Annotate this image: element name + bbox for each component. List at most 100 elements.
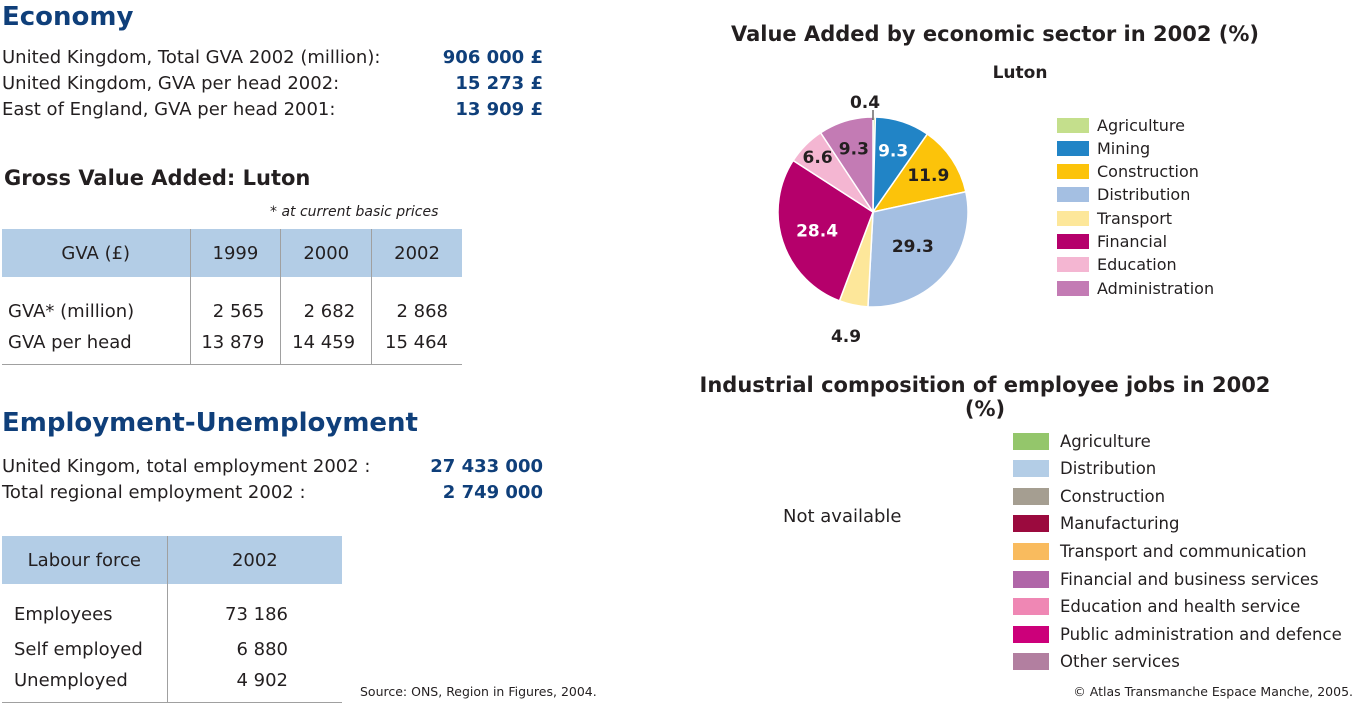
- gva-header-cell: GVA (£): [2, 229, 191, 277]
- legend-swatch: [1057, 257, 1089, 273]
- gva-table: GVA (£) 1999 2000 2002 GVA* (million) 2 …: [2, 229, 462, 365]
- legend-swatch: [1013, 598, 1049, 616]
- legend-item: Education and health service: [1013, 597, 1300, 616]
- labour-row-label: Unemployed: [2, 666, 168, 702]
- gva-cell: 2 682: [280, 277, 373, 332]
- gva-cell: 13 879: [190, 332, 282, 364]
- legend-item: Agriculture: [1057, 115, 1185, 135]
- legend-swatch: [1013, 653, 1049, 671]
- legend-item: Construction: [1057, 162, 1199, 182]
- legend-item: Manufacturing: [1013, 514, 1180, 534]
- gva-table-header: GVA (£) 1999 2000 2002: [2, 229, 462, 277]
- legend-item: Distribution: [1013, 459, 1157, 479]
- pie-data-label: 29.3: [892, 237, 934, 257]
- gva-row-label: GVA per head: [2, 332, 191, 364]
- pie-chart: 0.4 9.3 11.9 29.3 4.9 28.4 6.6 9.3: [777, 93, 969, 345]
- legend-swatch: [1057, 187, 1089, 203]
- legend-swatch: [1057, 140, 1089, 156]
- pie-data-label: 6.6: [803, 148, 833, 168]
- legend-label: Public administration and defence: [1060, 624, 1342, 644]
- pie-title: Value Added by economic sector in 2002 (…: [730, 22, 1260, 46]
- legend-label: Education: [1097, 255, 1177, 275]
- economy-title: Economy: [2, 2, 134, 32]
- employment-row-value: 2 749 000: [442, 482, 543, 503]
- pie-data-label: 28.4: [796, 221, 838, 241]
- legend-label: Manufacturing: [1060, 514, 1180, 534]
- gva-row-label: GVA* (million): [2, 277, 191, 332]
- labour-row-label: Self employed: [2, 633, 168, 666]
- legend-item: Distribution: [1057, 185, 1191, 205]
- gva-cell: 2 565: [190, 277, 282, 332]
- economy-row-label: United Kingdom, Total GVA 2002 (million)…: [2, 47, 381, 68]
- employment-title: Employment-Unemployment: [2, 408, 418, 438]
- legend-swatch: [1013, 515, 1049, 533]
- legend-label: Agriculture: [1060, 431, 1151, 451]
- jobs-title: Industrial composition of employee jobs …: [699, 373, 1271, 421]
- legend-label: Agriculture: [1097, 115, 1185, 135]
- legend-swatch: [1013, 570, 1049, 588]
- economy-row-value: 906 000 £: [442, 47, 543, 68]
- legend-swatch: [1013, 432, 1049, 450]
- labour-table: Labour force 2002 Employees 73 186 Self …: [2, 536, 342, 703]
- pie-data-label: 0.4: [850, 93, 880, 113]
- pie-data-label: 9.3: [878, 142, 908, 162]
- pie-subtitle: Luton: [992, 63, 1048, 83]
- legend-label: Construction: [1060, 486, 1166, 506]
- source-note: Source: ONS, Region in Figures, 2004.: [360, 684, 597, 699]
- gva-header-cell: 2000: [280, 229, 373, 277]
- legend-label: Construction: [1097, 162, 1199, 182]
- economy-row-value: 13 909 £: [455, 99, 543, 120]
- copyright-note: © Atlas Transmanche Espace Manche, 2005.: [1073, 684, 1353, 699]
- pie-slice-financial: [777, 159, 874, 302]
- legend-swatch: [1013, 625, 1049, 643]
- table-row: Self employed 6 880: [2, 633, 342, 666]
- legend-swatch: [1057, 234, 1089, 249]
- table-row: Unemployed 4 902: [2, 666, 342, 702]
- legend-item: Other services: [1013, 652, 1180, 672]
- legend-label: Distribution: [1097, 185, 1191, 205]
- labour-header-cell: 2002: [167, 536, 342, 584]
- legend-label: Other services: [1060, 652, 1180, 672]
- legend-swatch: [1057, 210, 1089, 226]
- pie-data-label: 4.9: [831, 327, 861, 345]
- legend-swatch: [1013, 542, 1049, 560]
- table-row: GVA per head 13 879 14 459 15 464: [2, 332, 462, 364]
- legend-label: Administration: [1097, 278, 1215, 298]
- gva-cell: 15 464: [385, 332, 448, 353]
- pie-slice-distribution: [867, 190, 969, 308]
- gva-title: Gross Value Added: Luton: [4, 166, 311, 190]
- legend-swatch: [1057, 280, 1089, 296]
- gva-cell: 14 459: [280, 332, 373, 364]
- legend-swatch: [1057, 117, 1089, 133]
- employment-row-label: United Kingom, total employment 2002 :: [2, 456, 371, 477]
- legend-label: Transport: [1097, 208, 1173, 228]
- table-row: GVA* (million) 2 565 2 682 2 868: [2, 277, 462, 332]
- labour-cell: 6 880: [236, 639, 288, 660]
- legend-swatch: [1057, 164, 1089, 180]
- legend-item: Financial and business services: [1013, 569, 1319, 589]
- employment-row-value: 27 433 000: [430, 456, 543, 477]
- labour-cell: 4 902: [236, 670, 288, 692]
- legend-swatch: [1013, 487, 1049, 505]
- legend-label: Financial and business services: [1060, 569, 1319, 589]
- legend-label: Mining: [1097, 138, 1151, 158]
- legend-item: Construction: [1013, 486, 1166, 506]
- legend-item: Education: [1057, 255, 1177, 275]
- economy-row-label: United Kingdom, GVA per head 2002:: [2, 73, 340, 94]
- pie-data-label: 9.3: [839, 139, 869, 159]
- employment-row-label: Total regional employment 2002 :: [2, 482, 306, 503]
- gva-cell: 2 868: [396, 301, 448, 322]
- labour-table-header: Labour force 2002: [2, 536, 342, 584]
- legend-item: Financial: [1057, 232, 1168, 251]
- legend-swatch: [1013, 460, 1049, 478]
- legend-item: Transport and communication: [1013, 542, 1307, 561]
- gva-note: * at current basic prices: [270, 204, 439, 220]
- table-row: Employees 73 186: [2, 584, 342, 633]
- legend-label: Financial: [1097, 232, 1168, 251]
- labour-cell: 73 186: [225, 604, 288, 625]
- labour-header-cell: Labour force: [2, 536, 168, 584]
- legend-label: Distribution: [1060, 459, 1157, 479]
- legend-item: Public administration and defence: [1013, 624, 1342, 644]
- economy-row-value: 15 273 £: [455, 73, 543, 94]
- legend-item: Transport: [1057, 208, 1173, 228]
